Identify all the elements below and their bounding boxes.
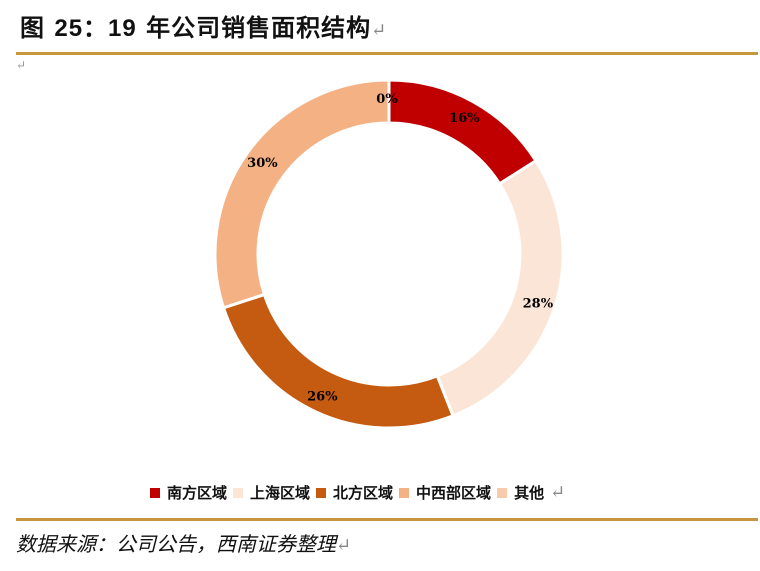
pilcrow-icon: ↵ <box>550 482 566 503</box>
chart-legend: 南方区域 上海区域 北方区域 中西部区域 其他 ↵ <box>150 482 565 503</box>
donut-slice-0 <box>387 78 538 186</box>
slice-label: 0% <box>376 92 398 107</box>
legend-swatch <box>316 487 327 498</box>
title-prefix: 图 <box>20 13 45 42</box>
legend-label: 上海区域 <box>250 484 311 502</box>
donut-slice-3 <box>213 78 391 310</box>
slice-label: 30% <box>247 156 278 171</box>
legend-item: 其他 <box>497 482 544 503</box>
legend-item: 南方区域 <box>150 482 227 503</box>
legend-label: 北方区域 <box>333 484 394 502</box>
source-text: 数据来源：公司公告，西南证券整理 <box>16 532 336 556</box>
legend-swatch <box>399 487 410 498</box>
paragraph-mark-icon: ↵ <box>16 58 27 72</box>
slice-label: 26% <box>307 390 338 405</box>
donut-slices <box>213 78 565 430</box>
pilcrow-icon: ↵ <box>371 20 388 41</box>
title-text: 年公司销售面积结构 <box>146 13 372 42</box>
legend-label: 南方区域 <box>167 484 228 502</box>
bottom-rule <box>16 518 758 521</box>
legend-swatch <box>150 487 160 498</box>
donut-slice-2 <box>221 292 456 430</box>
pilcrow-icon: ↵ <box>336 535 352 556</box>
slice-label: 16% <box>449 111 480 126</box>
legend-swatch <box>497 487 508 498</box>
legend-label: 中西部区域 <box>416 484 492 502</box>
legend-item: 上海区域 <box>233 482 310 503</box>
figure-title: 图 25：19 年公司销售面积结构↵ <box>20 8 387 43</box>
title-number: 25：19 <box>54 15 137 42</box>
data-source: 数据来源：公司公告，西南证券整理↵ <box>16 528 351 557</box>
donut-labels: 16% 28% 26% 30% 0% <box>247 92 554 405</box>
slice-label: 28% <box>523 296 554 311</box>
legend-item: 北方区域 <box>316 482 393 503</box>
legend-label: 其他 <box>514 484 545 502</box>
top-rule <box>16 52 758 55</box>
legend-swatch <box>233 487 244 498</box>
legend-item: 中西部区域 <box>399 482 491 503</box>
donut-chart: 16% 28% 26% 30% 0% <box>213 78 565 430</box>
donut-slice-1 <box>435 158 565 418</box>
